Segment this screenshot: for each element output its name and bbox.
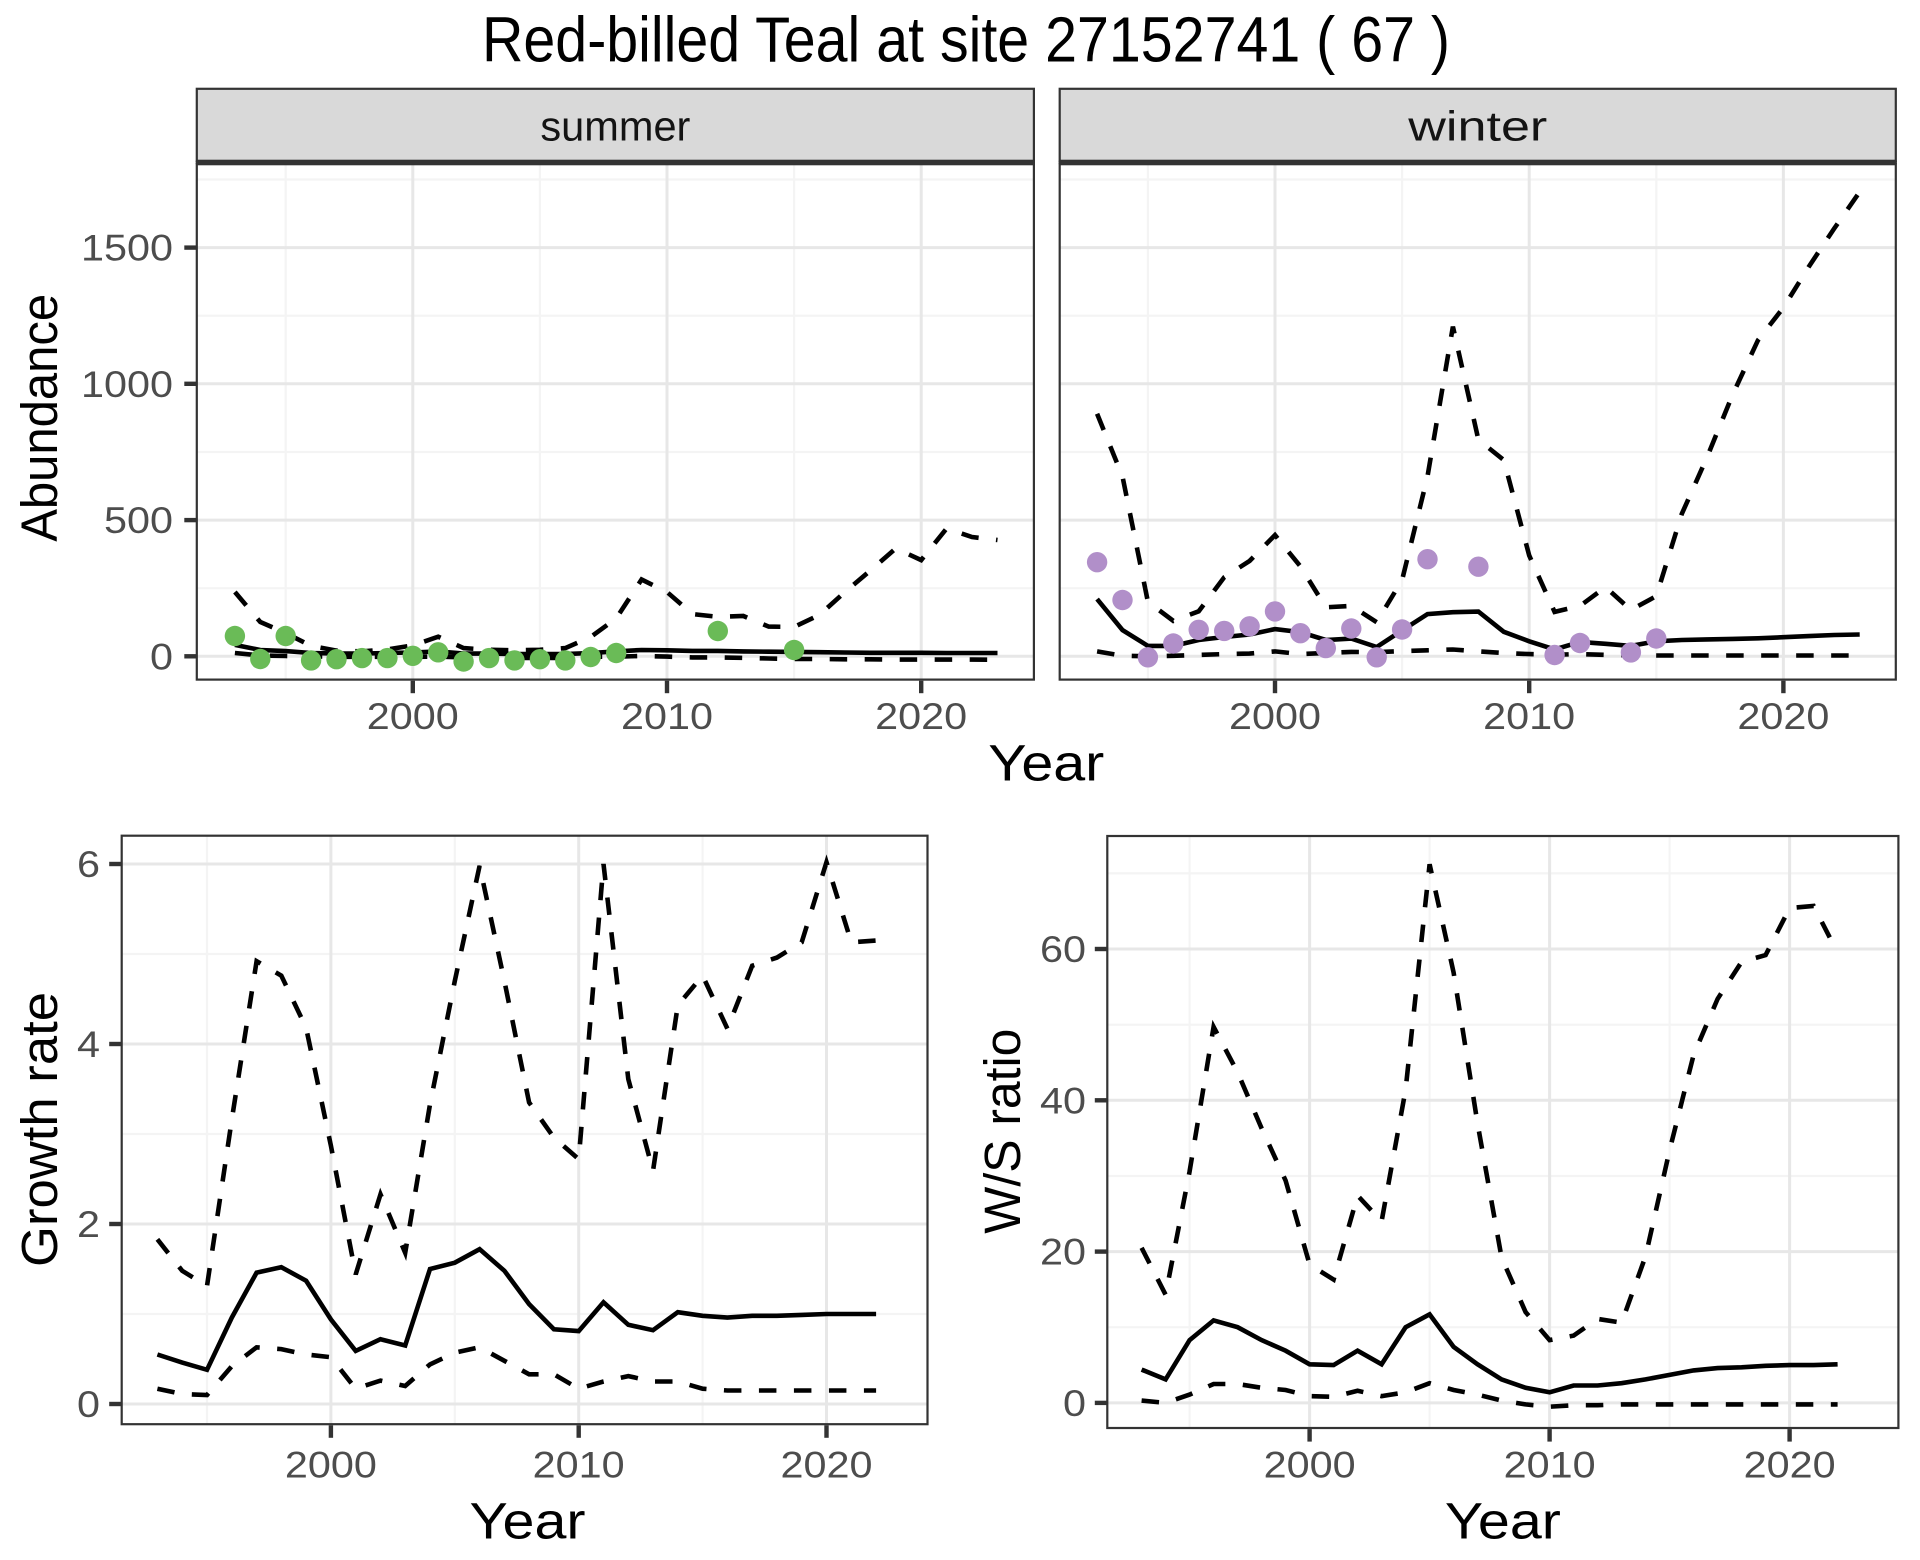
svg-text:2020: 2020 <box>1737 696 1829 737</box>
svg-text:2000: 2000 <box>1229 696 1321 737</box>
svg-text:2010: 2010 <box>533 1445 625 1486</box>
svg-text:summer: summer <box>540 103 690 150</box>
svg-text:500: 500 <box>104 500 173 541</box>
svg-text:Abundance: Abundance <box>11 294 68 542</box>
svg-text:2020: 2020 <box>875 696 967 737</box>
svg-text:0: 0 <box>1063 1383 1086 1424</box>
svg-text:Year: Year <box>470 1493 586 1550</box>
svg-text:0: 0 <box>150 636 173 677</box>
svg-text:Year: Year <box>988 735 1104 792</box>
svg-text:2020: 2020 <box>1744 1445 1836 1486</box>
svg-text:2020: 2020 <box>781 1445 873 1486</box>
svg-text:2010: 2010 <box>1504 1445 1596 1486</box>
svg-text:6: 6 <box>77 844 100 885</box>
svg-text:4: 4 <box>77 1024 100 1065</box>
svg-text:1000: 1000 <box>81 364 173 405</box>
svg-text:Year: Year <box>1445 1493 1561 1550</box>
svg-text:20: 20 <box>1040 1232 1086 1273</box>
svg-text:Growth rate: Growth rate <box>11 992 68 1267</box>
svg-text:1500: 1500 <box>81 228 173 269</box>
svg-text:2: 2 <box>77 1204 100 1245</box>
svg-text:2010: 2010 <box>1483 696 1575 737</box>
svg-text:W/S ratio: W/S ratio <box>974 1029 1031 1234</box>
svg-text:2000: 2000 <box>285 1445 377 1486</box>
svg-text:2010: 2010 <box>621 696 713 737</box>
svg-text:winter: winter <box>1407 103 1547 150</box>
svg-text:2000: 2000 <box>367 696 459 737</box>
svg-text:Red-billed Teal at site 271527: Red-billed Teal at site 27152741 ( 67 ) <box>482 4 1450 76</box>
svg-text:2000: 2000 <box>1264 1445 1356 1486</box>
svg-text:40: 40 <box>1040 1080 1086 1121</box>
svg-text:0: 0 <box>77 1384 100 1425</box>
svg-text:60: 60 <box>1040 929 1086 970</box>
